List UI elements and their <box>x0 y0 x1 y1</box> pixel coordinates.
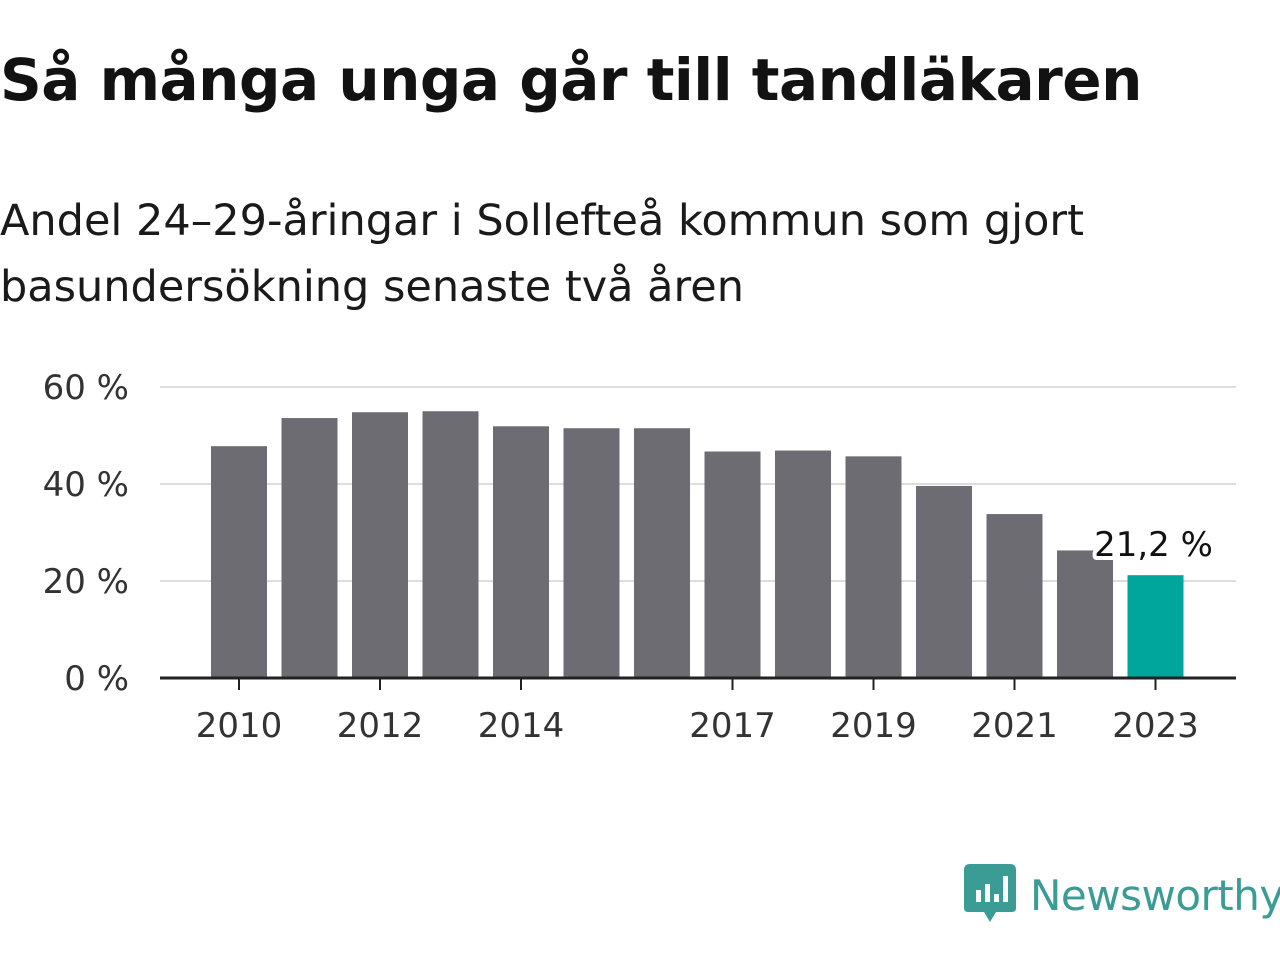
bar <box>704 451 761 678</box>
x-tick-label: 2010 <box>196 706 283 746</box>
newsworthy-logo: Newsworthy <box>964 862 1280 928</box>
chart-subtitle: Andel 24–29-åringar i Sollefteå kommun s… <box>0 196 1084 312</box>
bar <box>493 426 549 678</box>
x-tick-label: 2023 <box>1112 706 1199 746</box>
x-tick-label: 2019 <box>830 706 917 746</box>
bar-chart: 0 % 20 % 40 % 60 % 2010 2012 2014 2017 2019 2021 2… <box>43 368 1236 746</box>
bar <box>634 428 690 678</box>
bars <box>211 411 1184 678</box>
y-tick-label: 40 % <box>43 465 129 505</box>
y-tick-label: 60 % <box>43 368 129 408</box>
x-tick-label: 2012 <box>337 706 424 746</box>
x-tick-label: 2017 <box>689 706 776 746</box>
logo-text: Newsworthy <box>1030 870 1280 920</box>
labels: 0 % 20 % 40 % 60 % 2010 2012 2014 2017 2019 2021 2… <box>43 368 1217 746</box>
bar <box>563 428 620 678</box>
y-tick-label: 0 % <box>64 659 129 699</box>
newsworthy-logo-icon <box>964 864 1016 922</box>
bar-highlight <box>1127 575 1184 678</box>
y-tick-label: 20 % <box>43 562 129 602</box>
x-tick-label: 2014 <box>478 706 565 746</box>
bar <box>775 450 831 678</box>
bar <box>845 456 902 678</box>
bar <box>352 412 408 678</box>
bar <box>916 485 972 678</box>
x-tick-label: 2021 <box>971 706 1058 746</box>
bar <box>281 418 338 678</box>
chart-title: Så många unga går till tandläkaren <box>0 46 1142 114</box>
highlight-value-label: 21,2 % <box>1094 525 1213 565</box>
bar <box>1057 550 1113 678</box>
axes <box>160 676 1236 690</box>
bar <box>211 446 267 678</box>
bar <box>422 411 479 678</box>
grid-lines <box>160 386 1236 582</box>
bar <box>986 514 1043 678</box>
